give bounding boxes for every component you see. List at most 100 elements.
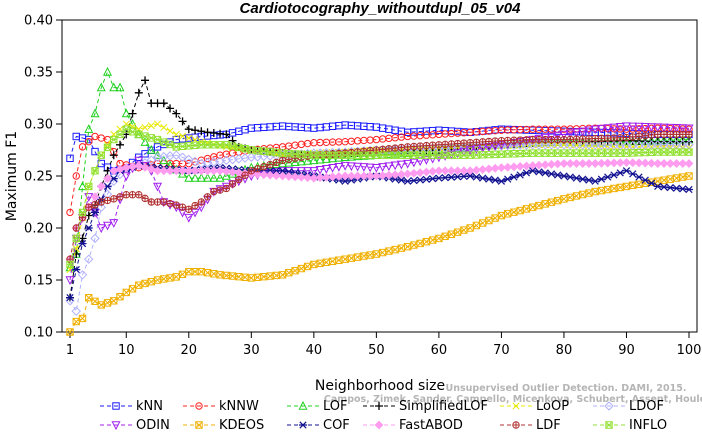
x-tick-label: 70: [493, 343, 510, 358]
fastabod-point: [90, 192, 100, 202]
ldf-point: [160, 198, 168, 206]
ldof-point: [534, 140, 544, 150]
fastabod-point: [165, 166, 175, 176]
ldf-point: [222, 184, 231, 193]
kdeos-point: [160, 275, 168, 283]
cof-point: [478, 174, 487, 182]
odin-point: [284, 167, 294, 176]
fastabod-point: [659, 159, 669, 168]
legend-label: kNNW: [219, 399, 259, 414]
ldof-point: [509, 140, 519, 151]
inflo-point: [91, 167, 99, 175]
kdeos-point: [328, 257, 337, 265]
ldf-point: [560, 135, 568, 144]
kdeos-point: [116, 292, 124, 301]
inflo-point: [153, 135, 162, 144]
x-tick-label: 30: [243, 343, 260, 358]
cof-point: [516, 171, 525, 179]
cof-point: [572, 174, 581, 182]
fastabod-point: [221, 166, 231, 176]
kdeos-point: [85, 293, 93, 302]
kdeos-point: [560, 195, 568, 203]
legend-marker: [375, 402, 383, 410]
inflo-point: [560, 149, 568, 157]
lof-point: [296, 156, 306, 166]
ldof-point: [527, 140, 538, 150]
fastabod-point: [622, 158, 631, 167]
lof-point: [140, 137, 150, 146]
ldf-point: [660, 130, 668, 139]
fastabod-point: [203, 166, 212, 176]
ldof-point: [596, 140, 607, 150]
kdeos-point: [666, 175, 674, 183]
odin-point: [440, 152, 450, 161]
simplifiedlof-point: [222, 130, 231, 139]
lof-point: [190, 172, 200, 182]
legend-item-ldf: LDF: [500, 418, 561, 433]
cof-point: [547, 170, 556, 178]
kdeos-point: [397, 244, 406, 252]
odin-point: [646, 123, 657, 133]
inflo-point: [78, 208, 87, 217]
lof-point: [215, 172, 225, 182]
ldf-point: [272, 158, 281, 167]
cof-point: [553, 171, 562, 179]
x-tick-label: 80: [556, 343, 573, 358]
plot-frame: [61, 19, 698, 333]
fastabod-point: [396, 169, 406, 179]
lof-point: [290, 157, 300, 166]
fastabod-point: [509, 162, 519, 172]
cof-point: [428, 175, 437, 183]
inflo-point: [641, 148, 649, 157]
ldf-point: [203, 193, 212, 201]
legend-label: INFLO: [629, 418, 667, 433]
ldof-point: [146, 155, 156, 165]
cof-point: [578, 175, 587, 183]
kdeos-point: [147, 278, 155, 286]
kdeos-point: [260, 272, 268, 281]
simplifiedlof-point: [203, 128, 212, 137]
odin-point: [465, 146, 475, 156]
kdeos-point: [172, 273, 180, 281]
cof-point: [541, 169, 550, 177]
legend: kNN kNNW LOF SimplifiedLOF LoOP LDOF ODIN KDEOS…: [100, 399, 667, 433]
legend-label: KDEOS: [219, 418, 264, 433]
simplifiedlof-point: [159, 99, 168, 108]
odin-point: [296, 167, 306, 176]
kdeos-point: [616, 183, 624, 192]
kdeos-point: [141, 279, 149, 288]
kdeos-point: [272, 271, 281, 280]
odin-point: [215, 185, 225, 195]
kdeos-point: [372, 250, 381, 258]
inflo-point: [116, 130, 124, 139]
knnw-point: [97, 134, 105, 142]
odin-point: [84, 193, 94, 202]
ldf-point: [647, 131, 656, 139]
kdeos-point: [91, 297, 99, 306]
kdeos-point: [297, 264, 306, 273]
kdeos-point: [685, 172, 693, 180]
lof-point: [353, 151, 363, 161]
ldf-point: [247, 167, 256, 175]
ldf-point: [103, 196, 112, 205]
ldof-point: [546, 140, 557, 150]
odin-point: [671, 124, 682, 133]
ldf-point: [622, 133, 631, 142]
kdeos-point: [572, 192, 581, 200]
fastabod-point: [434, 166, 444, 176]
inflo-point: [672, 148, 681, 156]
simplifiedlof-line: [69, 78, 689, 298]
ldf-point: [541, 135, 549, 144]
lof-point: [178, 168, 188, 178]
kdeos-point: [441, 232, 449, 241]
fastabod-point: [522, 161, 531, 171]
cof-point: [609, 171, 618, 179]
odin-point: [65, 276, 75, 286]
ldf-point: [153, 198, 162, 206]
legend-marker: [512, 421, 520, 429]
odin-point: [628, 122, 638, 132]
ldf-point: [516, 136, 524, 144]
ldf-point: [85, 203, 93, 211]
inflo-point: [103, 143, 112, 152]
ldf-point: [666, 130, 674, 139]
